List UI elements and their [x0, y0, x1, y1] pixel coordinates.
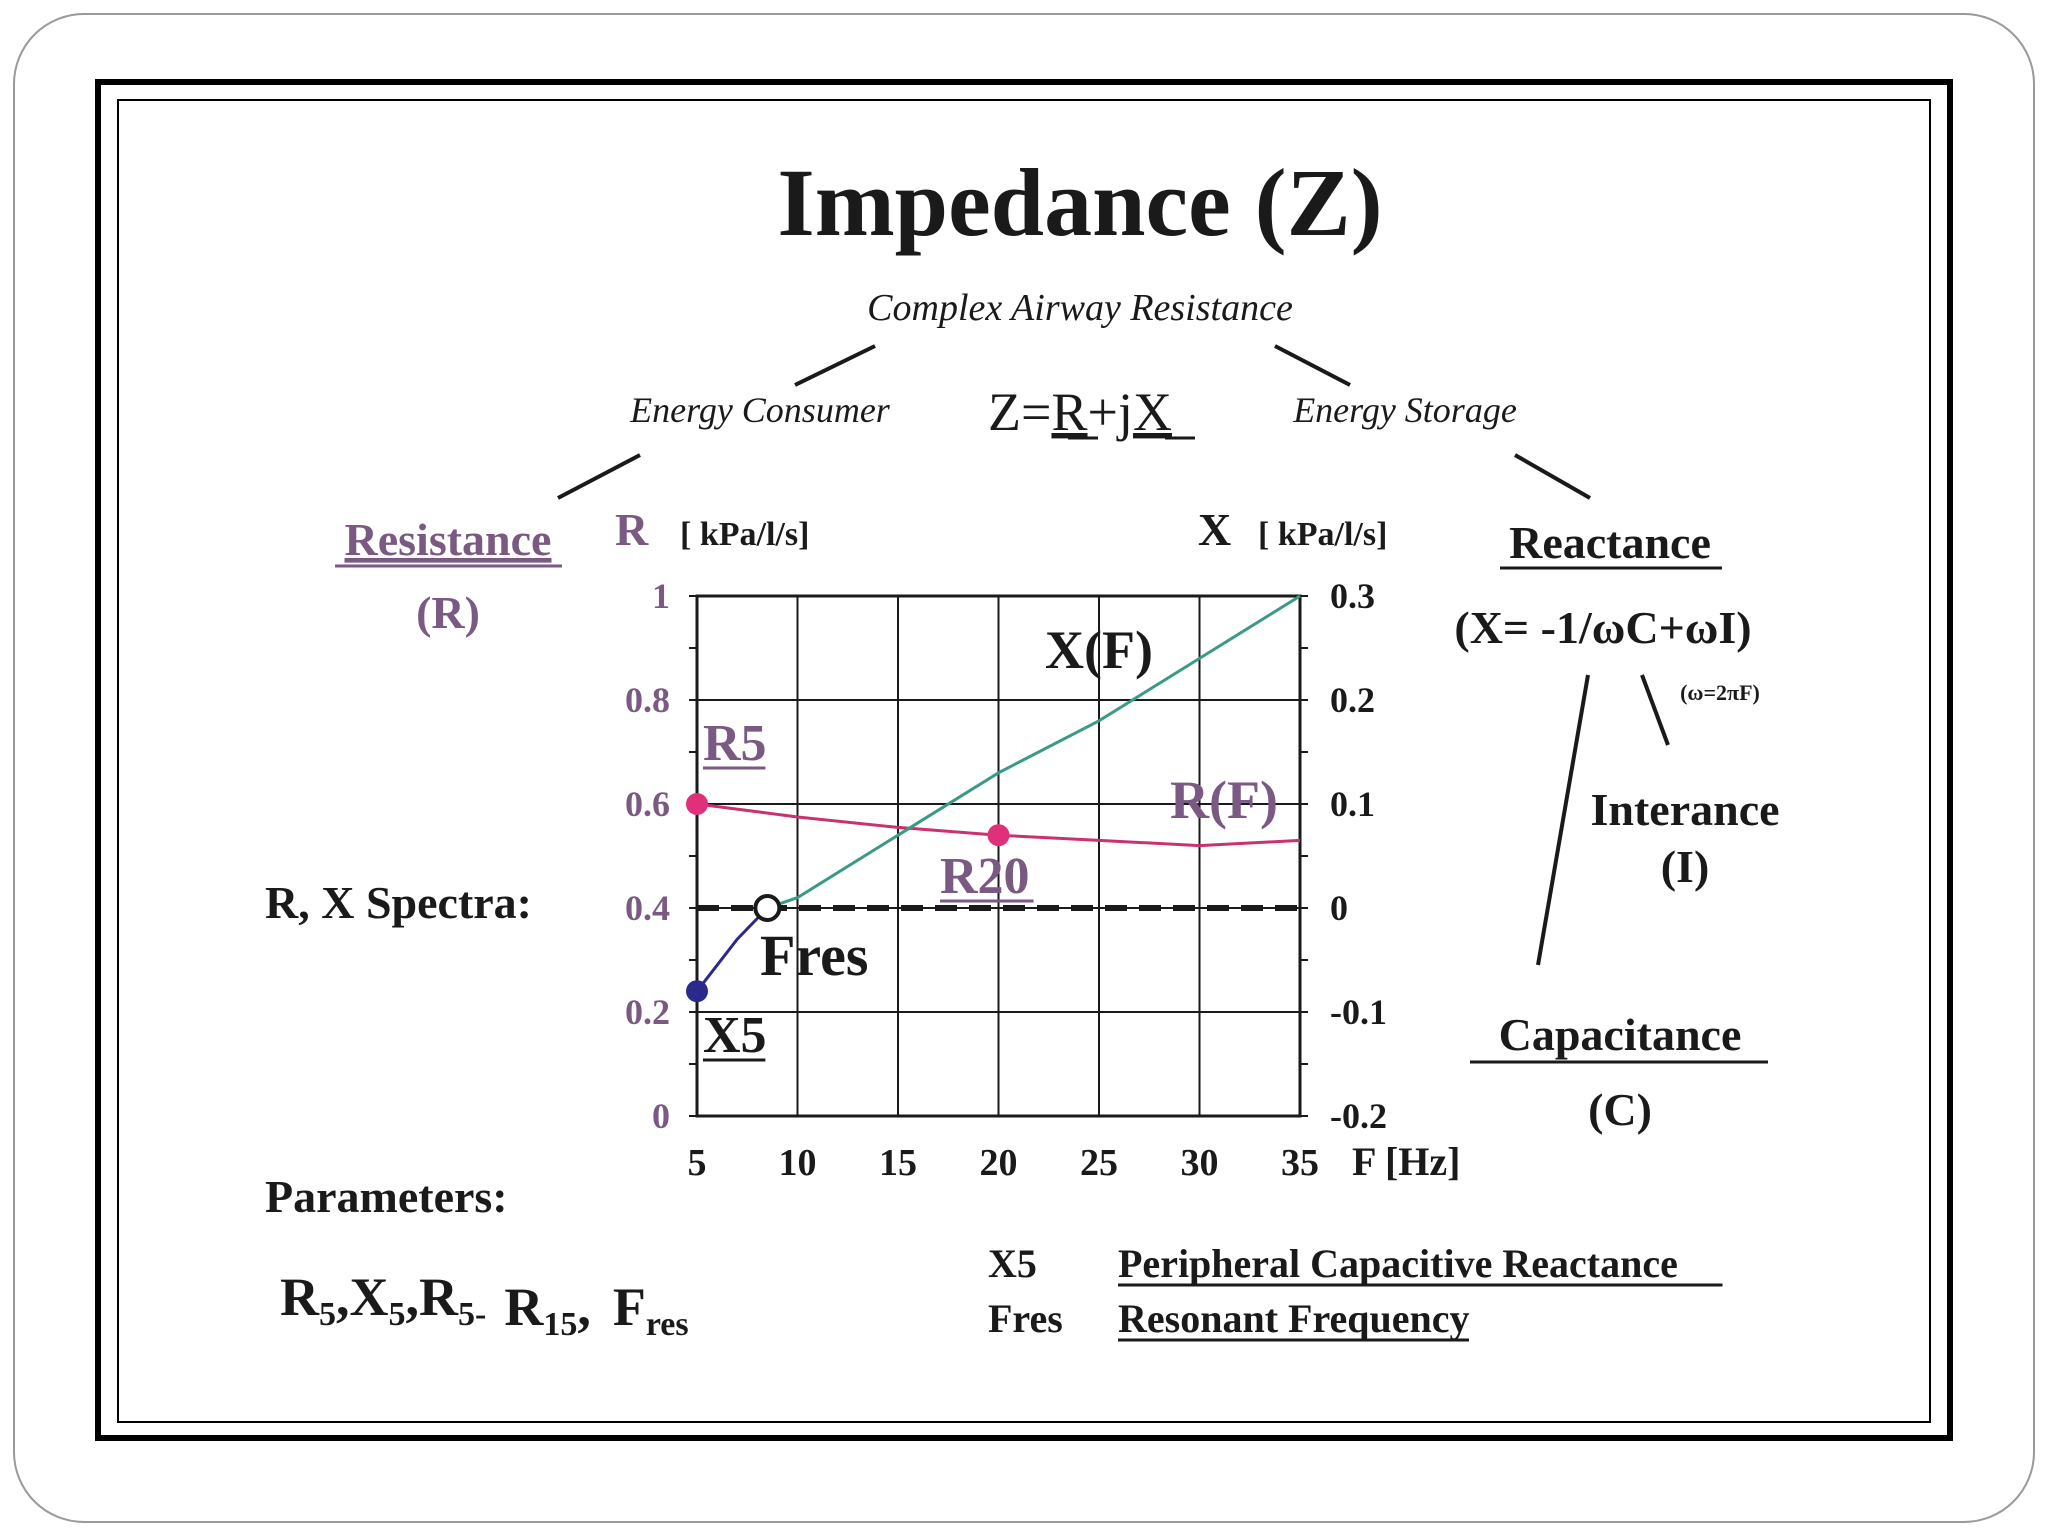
- svg-text:Z=R+jX: Z=R+jX: [988, 382, 1172, 442]
- x-tick-label: 25: [1080, 1142, 1118, 1184]
- interance-symbol: (I): [1661, 841, 1710, 892]
- series-xf-line: [766, 594, 1301, 910]
- definition-desc: Peripheral Capacitive Reactance: [1118, 1241, 1678, 1286]
- left-axis-unit: [ kPa/l/s]: [680, 516, 809, 553]
- point-label-x5: X5: [703, 1007, 767, 1064]
- reactance-formula: (X= -1/ωC+ωI): [1454, 602, 1751, 653]
- left-tick-label: 1: [652, 576, 670, 616]
- left-tick-label: 0.2: [625, 992, 670, 1032]
- point-label-fres: Fres: [760, 923, 868, 988]
- line-to-consumer: [794, 344, 876, 387]
- capacitance-symbol: (C): [1588, 1084, 1652, 1135]
- param-0-sub: 5: [319, 1296, 336, 1333]
- x-tick-label: 15: [879, 1142, 917, 1184]
- resistance-symbol: (R): [416, 587, 480, 638]
- chart-series: [695, 594, 1301, 993]
- x-axis-label: F [Hz]: [1352, 1139, 1460, 1184]
- inner-border: [117, 99, 1931, 1423]
- definition-term: X5: [988, 1241, 1037, 1286]
- right-tick-label: -0.1: [1330, 992, 1387, 1032]
- definitions-list: X5 Peripheral Capacitive Reactance Fres Res…: [988, 1241, 1723, 1342]
- impedance-formula: Z=R+jX: [988, 382, 1195, 442]
- parameters-label: Parameters:: [265, 1171, 508, 1222]
- param-2-sub: 5-: [458, 1296, 486, 1333]
- right-tick-label: 0.1: [1330, 784, 1375, 824]
- formula-plus-j: +j: [1088, 382, 1133, 442]
- param-1-sub: 5: [389, 1296, 406, 1333]
- energy-storage-label: Energy Storage: [1292, 390, 1517, 430]
- param-0-sep: ,: [336, 1267, 350, 1327]
- formula-r: R: [1051, 382, 1087, 442]
- x-tick-label: 10: [779, 1142, 817, 1184]
- chart-labels: R [ kPa/l/s] X [ kPa/l/s] 1 0.8 0.6 0.4 0.2 0 0.3 0…: [615, 504, 1460, 1184]
- param-1-sep: ,: [406, 1267, 420, 1327]
- param-3-sub: 15: [543, 1306, 577, 1343]
- param-0-main: R: [280, 1267, 320, 1327]
- interance-label: Interance: [1590, 784, 1779, 835]
- definition-term: Fres: [988, 1296, 1063, 1341]
- right-tick-label: 0.2: [1330, 680, 1375, 720]
- right-tick-label: 0: [1330, 888, 1348, 928]
- x-tick-label: 5: [688, 1142, 707, 1184]
- line-to-capacitance: [1536, 674, 1590, 966]
- tree-lines: [557, 344, 1670, 966]
- formula-base: Z=: [988, 382, 1051, 442]
- left-tick-label: 0.4: [625, 888, 670, 928]
- point-x5: [686, 980, 708, 1003]
- rx-spectra-chart: R [ kPa/l/s] X [ kPa/l/s] 1 0.8 0.6 0.4 0.2 0 0.3 0…: [615, 504, 1460, 1184]
- left-tick-label: 0.6: [625, 784, 670, 824]
- point-label-r5: R5: [703, 715, 767, 772]
- line-to-storage: [1274, 344, 1351, 387]
- series-rf-line: [696, 802, 1301, 848]
- param-4-sub: res: [646, 1306, 689, 1343]
- line-to-reactance: [1514, 453, 1591, 500]
- param-3-sep: ,: [577, 1277, 591, 1337]
- param-2-main: R: [419, 1267, 459, 1327]
- line-to-interance: [1640, 674, 1670, 746]
- series-xf-low-line: [695, 906, 769, 993]
- definition-desc: Resonant Frequency: [1118, 1296, 1469, 1341]
- right-tick-label: -0.2: [1330, 1096, 1387, 1136]
- resistance-label: Resistance: [345, 514, 552, 565]
- spectra-label: R, X Spectra:: [265, 877, 532, 928]
- diagram-title: Impedance (Z): [777, 149, 1382, 256]
- line-to-resistance: [557, 453, 641, 500]
- chart-points: [686, 793, 1010, 1003]
- param-1-main: X: [350, 1267, 389, 1327]
- energy-consumer-label: Energy Consumer: [629, 390, 891, 430]
- reactance-label: Reactance: [1509, 517, 1711, 568]
- outer-border: [95, 79, 1953, 1441]
- subtitle: Complex Airway Resistance: [867, 287, 1293, 329]
- omega-note: (ω=2πF): [1680, 680, 1760, 705]
- right-axis-symbol: X: [1198, 504, 1231, 555]
- point-fres: [753, 894, 782, 922]
- right-tick-label: 0.3: [1330, 576, 1375, 616]
- series-label-rf: R(F): [1170, 770, 1278, 830]
- series-label-xf: X(F): [1045, 620, 1153, 680]
- param-4-main: F: [613, 1277, 646, 1337]
- formula-x: X: [1133, 382, 1172, 442]
- chart-axes: [689, 594, 1308, 1118]
- parameters-list: R5,X5,R5- R15, Fres: [280, 1267, 689, 1343]
- left-tick-label: 0: [652, 1096, 670, 1136]
- left-tick-label: 0.8: [625, 680, 670, 720]
- point-label-r20: R20: [940, 848, 1030, 905]
- point-r5: [686, 793, 708, 815]
- left-axis-symbol: R: [615, 504, 649, 555]
- capacitance-label: Capacitance: [1499, 1009, 1742, 1060]
- x-tick-label: 35: [1281, 1142, 1319, 1184]
- point-r20: [987, 824, 1010, 847]
- slide-frame: [13, 13, 2035, 1523]
- x-tick-label: 30: [1181, 1142, 1219, 1184]
- x-tick-label: 20: [980, 1142, 1018, 1184]
- right-axis-unit: [ kPa/l/s]: [1258, 516, 1387, 553]
- param-3-main: R: [504, 1277, 544, 1337]
